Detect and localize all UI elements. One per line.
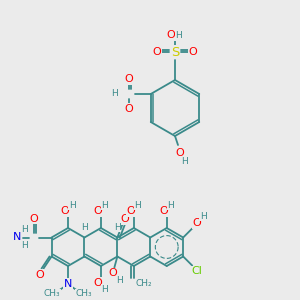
Text: CH₃: CH₃ [76,290,92,298]
Text: H: H [134,200,141,209]
Text: S: S [171,46,179,59]
Text: CH₃: CH₃ [44,290,60,298]
Text: N: N [64,279,72,289]
Text: O: O [126,206,135,216]
Text: O: O [189,47,197,57]
Text: O: O [176,148,184,158]
Text: O: O [94,206,102,216]
Text: O: O [61,206,69,216]
Text: H: H [176,31,182,40]
Text: H: H [182,157,188,166]
Text: O: O [124,74,133,84]
Text: H: H [101,200,108,209]
Text: O: O [153,47,161,57]
Text: O: O [167,30,176,40]
Text: H: H [21,225,28,234]
Text: H: H [101,284,108,293]
Text: O: O [108,268,117,278]
Text: H: H [167,200,174,209]
Text: H: H [114,223,121,232]
Text: H: H [69,200,75,209]
Text: Cl: Cl [192,266,203,277]
Text: O: O [159,206,168,216]
Text: O: O [120,214,129,224]
Text: H: H [21,241,28,250]
Text: N: N [14,232,22,242]
Text: H: H [81,223,88,232]
Text: O: O [35,269,44,280]
Text: O: O [94,278,102,288]
Text: H: H [116,276,123,285]
Text: H: H [200,212,207,221]
Text: O: O [29,214,38,224]
Text: CH₂: CH₂ [136,278,152,287]
Text: O: O [124,104,133,114]
Text: H: H [111,89,118,98]
Text: O: O [193,218,202,229]
